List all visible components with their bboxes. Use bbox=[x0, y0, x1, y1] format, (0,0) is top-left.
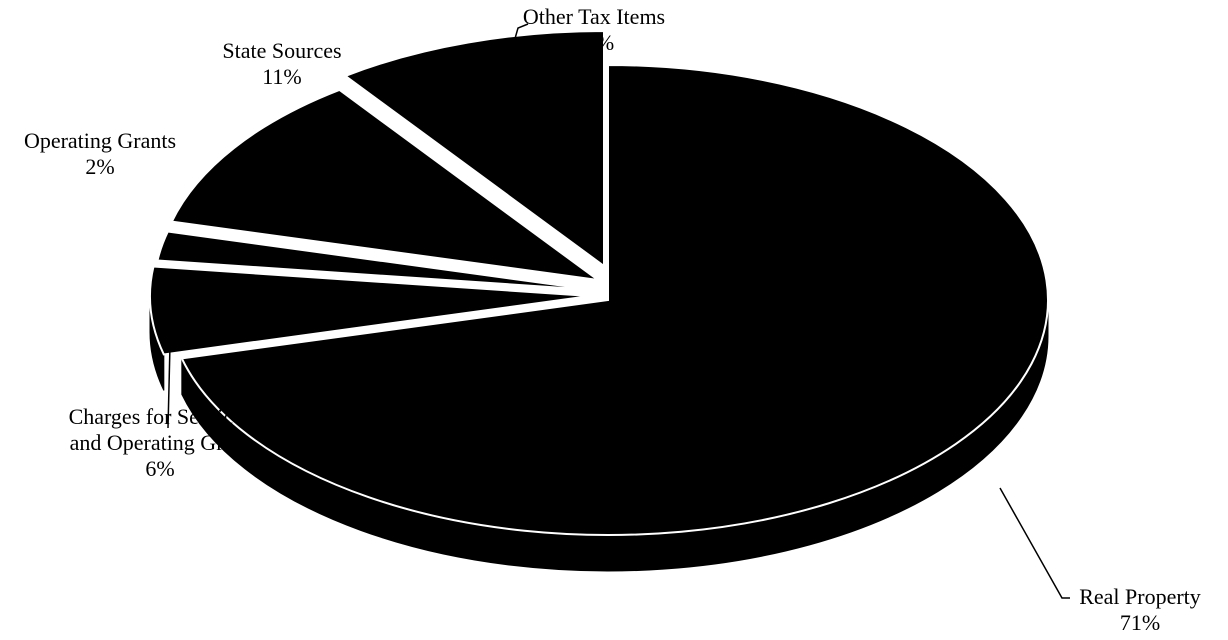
slice-label-1-line-1: and Operating Grant bbox=[70, 430, 251, 455]
pie-slice-0 bbox=[180, 63, 1049, 536]
pie-slice-4 bbox=[343, 29, 605, 268]
slice-value-label-2: 2% bbox=[85, 154, 114, 179]
slice-value-label-0: 71% bbox=[1120, 610, 1160, 635]
pie-slice-1 bbox=[149, 265, 591, 356]
leader-line-1 bbox=[167, 344, 171, 429]
pie-slice-2 bbox=[156, 230, 595, 291]
leader-line-4 bbox=[497, 23, 529, 99]
pie-slice-3 bbox=[170, 88, 599, 281]
slice-label-1-line-0: Charges for Services bbox=[69, 404, 252, 429]
slice-label-4-line-0: Other Tax Items bbox=[523, 4, 665, 29]
slice-label-3-line-0: State Sources bbox=[222, 38, 341, 63]
slice-value-label-1: 6% bbox=[145, 456, 174, 481]
leader-line-0 bbox=[999, 487, 1070, 599]
slice-value-label-4: 10% bbox=[574, 30, 614, 55]
slice-label-2-line-0: Operating Grants bbox=[24, 128, 176, 153]
pie-slices bbox=[149, 29, 1049, 572]
slice-value-label-3: 11% bbox=[262, 64, 302, 89]
slice-label-0-line-0: Real Property bbox=[1079, 584, 1201, 609]
